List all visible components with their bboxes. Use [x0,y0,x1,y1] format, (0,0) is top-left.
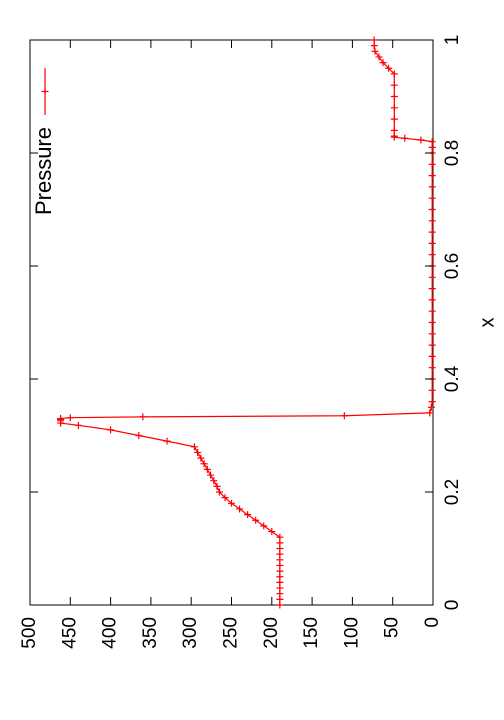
data-point [429,229,436,236]
data-point [429,183,436,190]
y-tick-label: 0 [422,617,443,628]
y-tick-label: 250 [221,617,242,649]
y-tick-label: 50 [382,617,403,638]
plot-area [30,40,433,605]
legend-label: Pressure [31,127,56,215]
legend: Pressure [31,68,56,215]
data-point [341,412,348,419]
data-point [139,413,146,420]
data-point [75,422,82,429]
x-tick-label: 0.6 [442,253,463,279]
y-tick-label: 150 [301,617,322,649]
axes: 0 0.2 0.4 0.6 0.8 1 0 50 100 150 200 250 300 350 400 45… [19,35,498,649]
data-point [429,296,436,303]
data-point [391,127,398,134]
data-point [429,308,436,315]
data-point [210,477,217,484]
data-point [201,460,208,467]
data-point [417,137,424,144]
data-point [429,240,436,247]
data-point [429,285,436,292]
data-point [429,138,436,145]
data-point [429,353,436,360]
y-tick-label: 200 [261,617,282,649]
data-point [426,409,433,416]
data-point [429,172,436,179]
data-point [391,93,398,100]
x-tick-label: 0.2 [442,479,463,505]
data-point [401,135,408,142]
data-point [429,387,436,394]
data-point [429,364,436,371]
data-point [429,217,436,224]
x-axis-title: x [476,318,498,328]
data-point [67,414,74,421]
data-point [428,404,435,411]
data-point [191,443,198,450]
y-tick-label: 300 [180,617,201,649]
data-point [429,195,436,202]
data-point [164,438,171,445]
data-point [371,37,378,44]
data-point [429,274,436,281]
x-tick-label: 0.4 [442,365,463,392]
data-point [194,449,201,456]
series-pressure [57,37,436,609]
data-point [429,342,436,349]
data-point [391,82,398,89]
plot-frame [30,40,433,605]
data-point [204,466,211,473]
y-tick-label: 350 [140,617,161,649]
x-tick-label: 1 [442,35,463,46]
data-point [429,398,436,405]
data-point [429,319,436,326]
y-tick-label: 450 [59,617,80,649]
x-tick-label: 0.8 [442,140,463,166]
data-point [207,472,214,479]
data-point [429,206,436,213]
y-tick-label: 100 [341,617,362,649]
x-tick-label: 0 [442,600,463,611]
data-point [391,104,398,111]
series-line [61,40,433,605]
y-tick-label: 500 [19,617,40,649]
data-point [135,432,142,439]
data-point [429,161,436,168]
data-point [391,116,398,123]
data-point [107,426,114,433]
data-point [429,330,436,337]
data-point [197,455,204,462]
legend-swatch-marker [42,88,49,95]
y-tick-label: 400 [100,617,121,649]
data-point [429,251,436,258]
